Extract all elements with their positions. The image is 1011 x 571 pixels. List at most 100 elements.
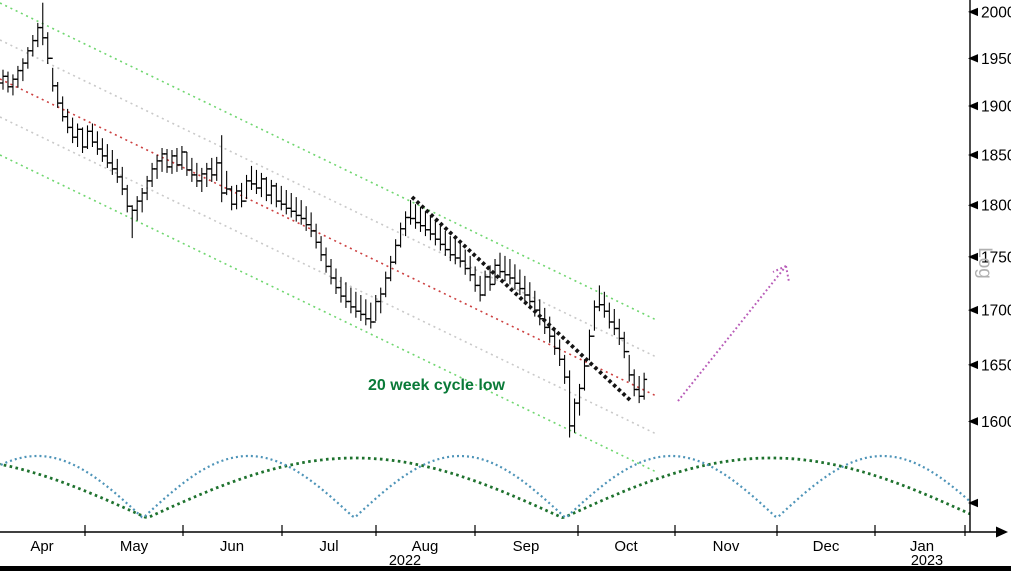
ohlc-bar: [342, 282, 349, 308]
x-month-label: Oct: [614, 538, 638, 555]
y-axis-log-label: Log: [974, 247, 995, 279]
channel-lines: [0, 2, 659, 474]
x-month-label: Aug: [412, 538, 439, 555]
ohlc-bar: [218, 135, 225, 203]
ohlc-bar: [497, 252, 503, 278]
ohlc-bar: [49, 57, 56, 92]
ohlc-bars: [0, 2, 648, 438]
ohlc-bar: [159, 148, 166, 172]
ohlc-bar: [506, 259, 513, 285]
ohlc-bar: [99, 138, 106, 162]
ohlc-bar: [273, 182, 280, 208]
ohlc-bar: [154, 154, 161, 179]
ohlc-bar: [432, 220, 439, 246]
x-axis-end-arrow: [996, 526, 1008, 538]
trendline-and-arrow: [410, 195, 790, 402]
ohlc-bar: [332, 268, 339, 294]
ohlc-bar: [402, 211, 409, 237]
ohlc-bar: [452, 239, 459, 265]
ohlc-bar: [263, 176, 270, 202]
ohlc-bar: [566, 370, 573, 438]
ohlc-bar: [104, 144, 111, 168]
y-tick-label: 1800: [981, 198, 1011, 215]
ohlc-bar: [347, 287, 354, 314]
ohlc-bar: [288, 193, 295, 218]
y-tick-arrow: [968, 252, 978, 262]
ohlc-bar: [611, 309, 618, 336]
ohlc-bar: [183, 151, 190, 176]
x-month-label: Apr: [30, 538, 53, 555]
ohlc-bar: [556, 339, 563, 366]
y-tick-label: 2000: [981, 4, 1011, 21]
ohlc-bar: [472, 266, 479, 292]
ohlc-bar: [139, 188, 146, 213]
y-tick-arrow: [968, 54, 978, 63]
ohlc-bar: [616, 318, 623, 345]
y-tick-arrow: [968, 417, 978, 426]
ohlc-bar: [114, 158, 121, 183]
ohlc-bar: [362, 299, 369, 326]
ohlc-bar: [477, 275, 484, 302]
ohlc-bar: [328, 259, 335, 285]
ohlc-bar: [412, 204, 419, 229]
ohlc-bar: [636, 376, 643, 404]
bottom-border: [0, 566, 1011, 571]
annotation-cycle-low: 20 week cycle low: [368, 377, 506, 394]
arrow-head: [772, 265, 787, 273]
x-month-label: Jun: [220, 538, 244, 555]
ohlc-bar: [631, 369, 638, 397]
ohlc-bar: [44, 32, 51, 64]
y-tick-label: 1600: [981, 414, 1011, 431]
y-tick-arrow: [968, 101, 978, 111]
channel-line-lower-gray: [0, 116, 659, 436]
ohlc-bar: [561, 354, 568, 384]
cycle-arcs: [0, 454, 971, 519]
ohlc-bar: [14, 65, 21, 88]
x-month-label: Dec: [813, 538, 840, 555]
y-tick-label: 1900: [981, 99, 1011, 116]
x-month-label: Jul: [319, 538, 338, 555]
ohlc-bar: [467, 255, 474, 282]
ohlc-bar: [352, 291, 359, 318]
ohlc-bar: [173, 148, 180, 172]
x-month-label: Nov: [713, 538, 740, 555]
ohlc-bar: [382, 271, 389, 298]
projection-arrow: [677, 265, 790, 402]
ohlc-bar: [59, 96, 66, 122]
ohlc-bar: [641, 372, 648, 400]
short-cycle-blue: [0, 454, 971, 519]
ohlc-bar: [437, 225, 444, 251]
ohlc-bar: [462, 249, 469, 275]
y-axis-bottom-arrow: [968, 498, 978, 508]
ohlc-bar: [84, 125, 91, 149]
x-month-label: May: [120, 538, 149, 555]
ohlc-bar: [303, 206, 310, 231]
ohlc-bar: [208, 157, 215, 182]
ohlc-bar: [526, 282, 533, 308]
ohlc-bar: [407, 200, 414, 225]
ohlc-bar: [109, 150, 116, 175]
ohlc-bar: [188, 157, 195, 182]
y-tick-arrow: [968, 201, 978, 210]
ohlc-bar: [318, 236, 325, 262]
ohlc-bar: [248, 165, 255, 190]
ohlc-bar: [164, 149, 171, 173]
ohlc-bar: [516, 269, 523, 295]
ohlc-bar: [313, 223, 320, 249]
y-tick-arrow: [968, 360, 978, 370]
ohlc-bar: [626, 350, 633, 382]
ohlc-bar: [134, 196, 141, 221]
ohlc-bar: [621, 331, 628, 359]
x-month-label: Jan: [910, 538, 934, 555]
ohlc-bar: [119, 166, 126, 196]
ohlc-bar: [442, 230, 449, 256]
ohlc-bar: [357, 295, 364, 321]
y-tick-arrow: [968, 7, 978, 17]
channel-line-upper-gray: [0, 39, 659, 359]
ohlc-bar: [39, 2, 46, 46]
ohlc-bar: [596, 285, 603, 312]
y-tick-label: 1850: [981, 147, 1011, 164]
y-tick-arrow: [968, 305, 978, 315]
